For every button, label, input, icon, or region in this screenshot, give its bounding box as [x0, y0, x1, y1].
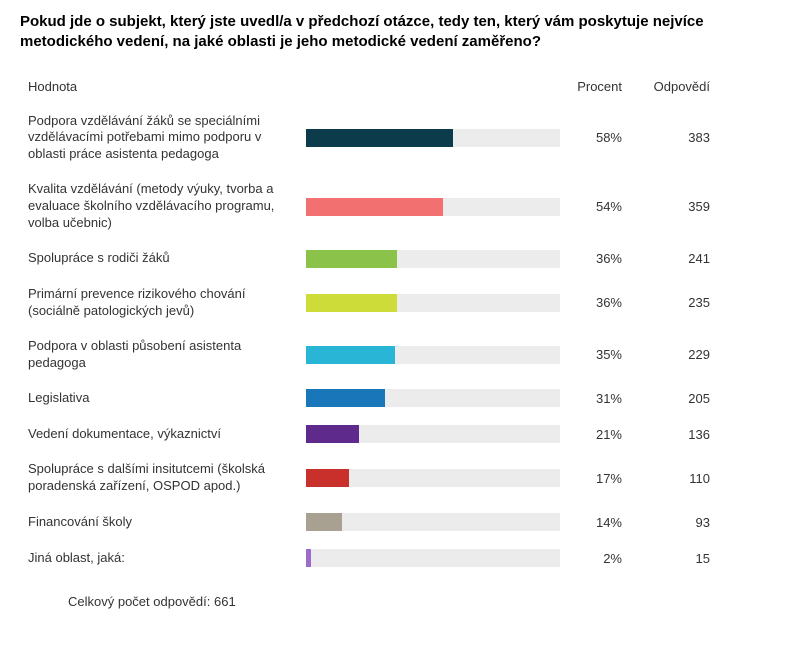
row-label: Legislativa — [28, 390, 306, 407]
chart-row: Primární prevence rizikového chování (so… — [28, 277, 768, 329]
bar-track — [306, 294, 560, 312]
header-percent: Procent — [560, 79, 640, 94]
chart-row: Kvalita vzdělávání (metody výuky, tvorba… — [28, 172, 768, 241]
row-responses: 205 — [640, 391, 710, 406]
bar-track — [306, 549, 560, 567]
bar-fill — [306, 129, 453, 147]
chart-row: Vedení dokumentace, výkaznictví 21%136 — [28, 416, 768, 452]
row-percent: 2% — [560, 551, 640, 566]
row-label: Spolupráce s rodiči žáků — [28, 250, 306, 267]
bar-fill — [306, 389, 385, 407]
row-responses: 241 — [640, 251, 710, 266]
chart-row: Financování školy 14%93 — [28, 504, 768, 540]
row-percent: 36% — [560, 295, 640, 310]
bar-fill — [306, 469, 349, 487]
bar-track — [306, 346, 560, 364]
bar-track — [306, 389, 560, 407]
chart-row: Podpora v oblasti působení asistenta ped… — [28, 329, 768, 381]
chart-row: Spolupráce s rodiči žáků 36%241 — [28, 241, 768, 277]
row-percent: 14% — [560, 515, 640, 530]
row-label: Spolupráce s dalšími insitutcemi (školsk… — [28, 461, 306, 495]
bar-fill — [306, 294, 397, 312]
bar-fill — [306, 346, 395, 364]
row-responses: 383 — [640, 130, 710, 145]
bar-fill — [306, 425, 359, 443]
row-label: Podpora v oblasti působení asistenta ped… — [28, 338, 306, 372]
question-title: Pokud jde o subjekt, který jste uvedl/a … — [20, 12, 768, 53]
row-label: Primární prevence rizikového chování (so… — [28, 286, 306, 320]
row-responses: 229 — [640, 347, 710, 362]
total-responses: Celkový počet odpovědí: 661 — [68, 594, 768, 609]
bar-track — [306, 469, 560, 487]
chart-row: Spolupráce s dalšími insitutcemi (školsk… — [28, 452, 768, 504]
table-header: Hodnota Procent Odpovědí — [28, 71, 768, 104]
row-percent: 35% — [560, 347, 640, 362]
bar-track — [306, 425, 560, 443]
total-label: Celkový počet odpovědí: — [68, 594, 210, 609]
row-responses: 110 — [640, 471, 710, 486]
chart-row: Jiná oblast, jaká: 2%15 — [28, 540, 768, 576]
bar-fill — [306, 513, 342, 531]
row-percent: 54% — [560, 199, 640, 214]
row-label: Vedení dokumentace, výkaznictví — [28, 426, 306, 443]
chart-rows: Podpora vzdělávání žáků se speciálními v… — [20, 104, 768, 577]
chart-row: Podpora vzdělávání žáků se speciálními v… — [28, 104, 768, 173]
bar-track — [306, 513, 560, 531]
bar-track — [306, 129, 560, 147]
row-percent: 31% — [560, 391, 640, 406]
bar-track — [306, 250, 560, 268]
row-percent: 21% — [560, 427, 640, 442]
row-label: Financování školy — [28, 514, 306, 531]
row-label: Podpora vzdělávání žáků se speciálními v… — [28, 113, 306, 164]
row-responses: 359 — [640, 199, 710, 214]
bar-fill — [306, 549, 311, 567]
row-percent: 58% — [560, 130, 640, 145]
total-value: 661 — [214, 594, 236, 609]
header-responses: Odpovědí — [640, 79, 710, 94]
row-responses: 15 — [640, 551, 710, 566]
row-responses: 136 — [640, 427, 710, 442]
bar-fill — [306, 198, 443, 216]
row-percent: 36% — [560, 251, 640, 266]
row-responses: 235 — [640, 295, 710, 310]
row-responses: 93 — [640, 515, 710, 530]
row-label: Kvalita vzdělávání (metody výuky, tvorba… — [28, 181, 306, 232]
row-label: Jiná oblast, jaká: — [28, 550, 306, 567]
bar-track — [306, 198, 560, 216]
chart-row: Legislativa 31%205 — [28, 380, 768, 416]
row-percent: 17% — [560, 471, 640, 486]
bar-fill — [306, 250, 397, 268]
header-value: Hodnota — [28, 79, 306, 94]
